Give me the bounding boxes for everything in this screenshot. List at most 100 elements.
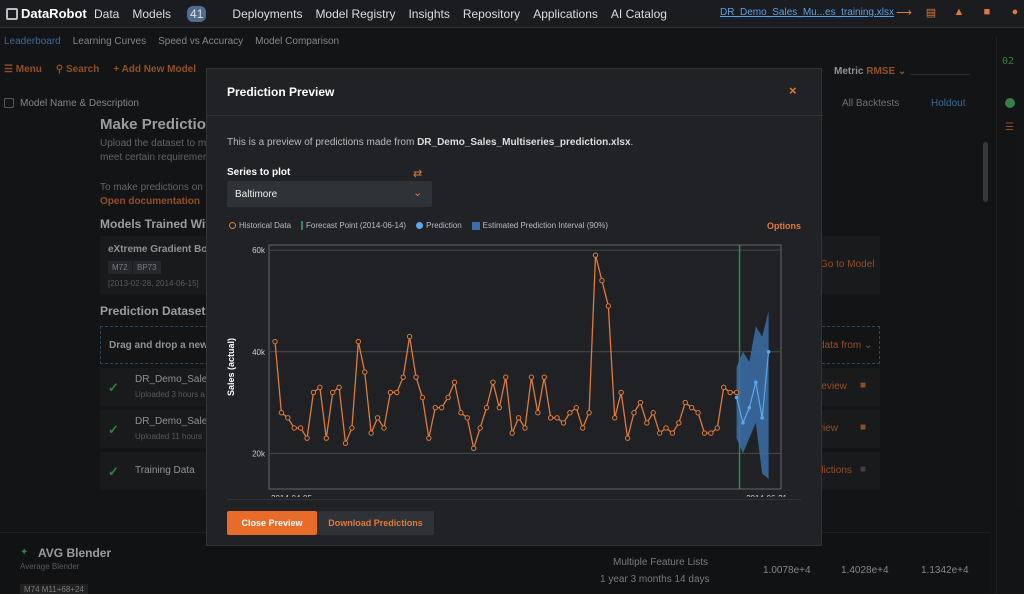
historical-point [349, 425, 355, 431]
queue-list-icon[interactable]: ☰ [1005, 122, 1014, 133]
dataset-action[interactable]: review [818, 381, 847, 392]
nav-model-registry[interactable]: Model Registry [315, 6, 396, 21]
search-button[interactable]: ⚲ Search [56, 64, 99, 80]
dataset-action[interactable]: dictions [818, 465, 852, 476]
megaphone-icon[interactable]: ▲ [953, 6, 965, 18]
go-to-model-link[interactable]: Go to Model [820, 259, 875, 270]
historical-point [438, 404, 445, 411]
project-file-link[interactable]: DR_Demo_Sales_Mu...es_training.xlsx [720, 7, 894, 18]
circle-icon [229, 222, 236, 229]
brand-name: DataRobot [21, 6, 87, 21]
dataset-action[interactable]: view [818, 423, 839, 434]
model-name[interactable]: AVG Blender [38, 546, 112, 560]
nav-data[interactable]: Data [94, 6, 120, 21]
dataset-name: DR_Demo_Sales_ [135, 374, 218, 385]
historical-point [458, 410, 464, 416]
series-select[interactable]: Baltimore ⌄ [227, 181, 432, 207]
historical-point [535, 410, 541, 416]
prediction-chart[interactable]: 20k40k60k2014-04-052014-06-21Date (actua… [227, 237, 807, 497]
nav-insights[interactable]: Insights [408, 6, 450, 21]
historical-point [471, 445, 477, 452]
legend-prediction[interactable]: Prediction [416, 221, 462, 230]
historical-point [464, 415, 471, 421]
notebook-icon[interactable]: ▤ [925, 7, 937, 19]
nav-ai-catalog[interactable]: AI Catalog [610, 6, 667, 21]
predictions-description: To make predictions on a [100, 182, 212, 193]
prediction-point [741, 421, 745, 425]
holdout-score: 1.1342e+4 [921, 565, 969, 576]
legend-prediction-label: Prediction [426, 221, 462, 230]
import-data-dropdown[interactable]: data from ⌄ [819, 340, 873, 351]
chart-options-button[interactable]: Options [767, 221, 801, 231]
add-model-button[interactable]: + Add New Model [113, 64, 197, 75]
prediction-point [766, 349, 771, 354]
nav-repository[interactable]: Repository [462, 6, 521, 21]
historical-point [612, 415, 618, 421]
datarobot-logo[interactable]: DataRobot [0, 6, 94, 21]
user-icon[interactable]: ● [1011, 6, 1019, 18]
metric-selector[interactable]: Metric RMSE ⌄ [834, 66, 906, 77]
nav-models[interactable]: Models 41 [132, 5, 219, 22]
historical-point [605, 303, 612, 309]
swap-arrows-icon[interactable]: ⇄ [413, 168, 423, 180]
trash-icon[interactable]: ■ [860, 422, 867, 433]
holdout-header[interactable]: Holdout [931, 98, 966, 109]
tab-speed-vs-accuracy[interactable]: Speed vs Accuracy [158, 36, 244, 47]
historical-point [272, 338, 278, 345]
historical-point [483, 404, 490, 411]
square-icon [471, 221, 480, 230]
nav-deployments[interactable]: Deployments [232, 6, 303, 21]
prediction-datasets-heading: Prediction Datasets [100, 304, 213, 318]
historical-point [413, 374, 419, 380]
historical-point [592, 252, 599, 258]
worker-count[interactable]: 02 [1002, 56, 1015, 67]
blender-icon: ✦ [20, 547, 29, 558]
tab-learning-curves[interactable]: Learning Curves [72, 36, 147, 47]
folder-icon[interactable]: ■ [983, 6, 991, 18]
historical-point [579, 425, 586, 431]
historical-point [368, 430, 374, 436]
search-label: Search [65, 64, 100, 75]
historical-point [599, 277, 605, 284]
historical-point [291, 425, 297, 431]
close-preview-button[interactable]: Close Preview [227, 511, 317, 535]
historical-point [496, 404, 503, 411]
legend-forecast[interactable]: Forecast Point (2014-06-14) [301, 221, 406, 230]
open-documentation-link[interactable]: Open documentation [100, 196, 200, 207]
y-tick-label: 20k [252, 449, 266, 458]
make-predictions-title: Make Predictions [100, 116, 224, 133]
historical-point [419, 394, 426, 401]
dataset-name: Training Data [135, 465, 195, 476]
historical-point [503, 374, 509, 380]
all-backtests-header[interactable]: All Backtests [842, 98, 900, 109]
nav-applications[interactable]: Applications [533, 6, 598, 21]
trash-icon[interactable]: ■ [860, 380, 867, 391]
top-navigation-bar: DataRobot Data Models 41 Deployments Mode… [0, 0, 1024, 28]
prediction-series-line [735, 351, 770, 425]
scrollbar[interactable] [983, 142, 988, 202]
tab-leaderboard[interactable]: Leaderboard [4, 36, 61, 47]
historical-point [445, 394, 451, 401]
menu-button[interactable]: ☰ Menu [4, 64, 42, 75]
close-icon[interactable]: × [789, 83, 797, 98]
prediction-point [753, 380, 758, 385]
status-check-icon[interactable] [1005, 98, 1015, 108]
historical-point [400, 374, 406, 380]
select-all-checkbox[interactable] [4, 98, 14, 108]
historical-point [701, 430, 708, 436]
historical-point [637, 399, 644, 406]
historical-point [522, 425, 528, 431]
model-name-header[interactable]: Model Name & Description [20, 98, 139, 109]
legend-interval[interactable]: Estimated Prediction Interval (90%) [471, 221, 608, 230]
share-icon[interactable]: ⟶ [896, 7, 912, 19]
download-predictions-button[interactable]: Download Predictions [317, 511, 434, 535]
tab-model-comparison[interactable]: Model Comparison [255, 36, 340, 47]
footer-divider [227, 499, 801, 500]
historical-point [688, 404, 695, 411]
historical-point [618, 389, 624, 396]
dataset-name: DR_Demo_Sales_ [135, 416, 218, 427]
historical-point [560, 420, 567, 426]
historical-point [644, 420, 650, 426]
series-label: Series to plot [227, 167, 291, 178]
legend-historical[interactable]: Historical Data [229, 221, 291, 230]
